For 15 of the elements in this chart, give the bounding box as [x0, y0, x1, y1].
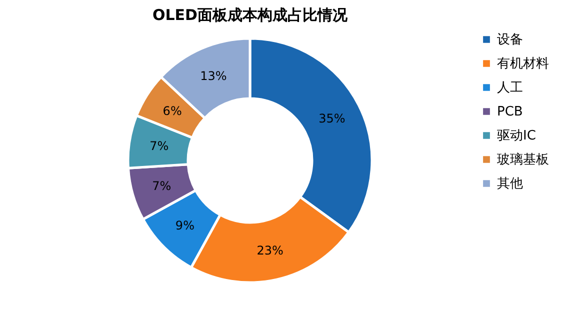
- legend-label: 设备: [497, 32, 523, 48]
- chart-title: OLED面板成本构成占比情况: [152, 6, 348, 24]
- legend-label: 其他: [497, 176, 523, 192]
- data-label: 6%: [162, 104, 182, 118]
- legend-label: 玻璃基板: [497, 152, 549, 168]
- legend-label: 驱动IC: [497, 128, 536, 144]
- data-label: 23%: [256, 243, 284, 258]
- data-label: 35%: [318, 112, 346, 126]
- legend-label: PCB: [497, 104, 523, 120]
- data-label: 7%: [152, 179, 172, 194]
- data-label: 9%: [175, 218, 194, 233]
- data-label: 13%: [200, 69, 227, 84]
- legend-label: 人工: [497, 80, 523, 96]
- legend-label: 有机材料: [497, 56, 549, 72]
- data-label: 7%: [150, 139, 169, 154]
